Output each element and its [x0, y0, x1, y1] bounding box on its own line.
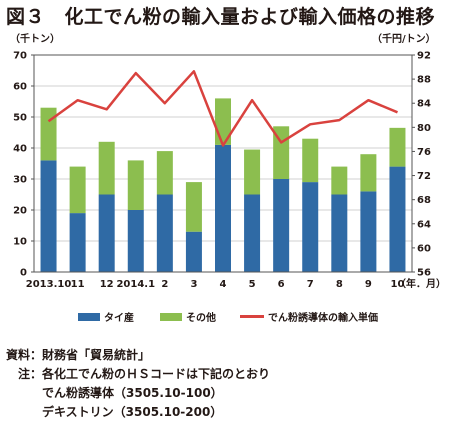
x-axis-tick-label: 9 — [365, 279, 372, 290]
source-note: 資料：財務省「貿易統計」 — [6, 348, 151, 362]
right-axis-tick-label: 84 — [417, 99, 431, 110]
right-axis-tick-label: 88 — [417, 75, 431, 86]
right-axis-tick-label: 92 — [417, 51, 431, 62]
bar-thailand — [273, 179, 290, 272]
bar-thailand — [98, 194, 115, 272]
x-axis-tick-label: 12 — [100, 279, 114, 290]
bar-thailand — [331, 194, 348, 272]
x-axis-unit: （年．月） — [396, 277, 446, 290]
notes: 資料：財務省「貿易統計」 注：各化工でん粉のＨＳコードは下記のとおり でん粉誘導… — [6, 346, 270, 422]
left-axis-tick-label: 60 — [13, 82, 27, 93]
legend-item-other: その他 — [160, 309, 216, 324]
bar-other — [331, 166, 348, 195]
legend-line-unit-price — [240, 315, 264, 318]
legend-label-thailand: タイ産 — [104, 313, 134, 324]
bar-other — [69, 166, 86, 214]
left-axis-tick-label: 70 — [13, 51, 27, 62]
x-axis-tick-label: 6 — [278, 279, 285, 290]
bar-thailand — [69, 213, 86, 272]
bar-thailand — [127, 210, 144, 272]
x-axis-tick-label: 3 — [190, 279, 197, 290]
legend-swatch-other — [160, 312, 182, 321]
right-axis-tick-label: 76 — [417, 147, 431, 158]
x-axis-tick-label: 2013.10 — [26, 279, 72, 290]
right-axis-tick-label: 72 — [417, 171, 431, 182]
right-axis-unit: （千円/トン） — [372, 34, 436, 45]
hs-code-starch-derivative: でん粉誘導体（3505.10-100） — [42, 386, 223, 400]
bar-thailand — [360, 191, 377, 272]
bar-other — [244, 149, 261, 195]
left-axis-unit: （千トン） — [10, 34, 60, 45]
bar-other — [127, 160, 144, 210]
x-axis-tick-label: 8 — [336, 279, 343, 290]
x-axis-tick-label: 2014.1 — [116, 279, 155, 290]
right-axis-tick-label: 68 — [417, 195, 431, 206]
legend-label-other: その他 — [186, 313, 216, 324]
hs-code-dextrin: デキストリン（3505.10-200） — [42, 405, 223, 419]
legend-item-thailand: タイ産 — [78, 309, 134, 324]
right-axis-tick-label: 60 — [417, 243, 431, 254]
x-axis-tick-label: 11 — [71, 279, 85, 290]
bar-other — [156, 151, 173, 195]
bar-other — [389, 127, 406, 167]
right-axis-tick-label: 56 — [417, 268, 431, 279]
legend-swatch-thailand — [78, 312, 100, 321]
x-axis-tick-label: 2 — [161, 279, 168, 290]
bar-other — [360, 154, 377, 192]
bar-other — [40, 107, 57, 161]
bar-other — [302, 138, 319, 183]
left-axis-tick-label: 0 — [20, 268, 27, 279]
left-axis-tick-label: 40 — [13, 144, 27, 155]
bar-other — [98, 141, 115, 195]
chart-area: 010203040506070566064687276808488922013.… — [13, 51, 446, 291]
legend-label-unit-price: でん粉誘導体の輸入単価 — [268, 313, 378, 324]
right-axis-tick-label: 80 — [417, 123, 431, 134]
left-axis-tick-label: 30 — [13, 175, 27, 186]
x-axis-tick-label: 7 — [307, 279, 314, 290]
plot-frame — [33, 54, 413, 273]
line-unit-price — [47, 70, 398, 147]
left-axis-tick-label: 10 — [13, 237, 27, 248]
legend-item-unit-price: でん粉誘導体の輸入単価 — [240, 309, 378, 324]
right-axis-tick-label: 64 — [417, 219, 431, 230]
x-axis-tick-label: 5 — [249, 279, 256, 290]
bar-thailand — [244, 194, 261, 272]
left-axis-tick-label: 50 — [13, 113, 27, 124]
bar-thailand — [215, 144, 231, 272]
bar-thailand — [389, 166, 406, 272]
bar-thailand — [40, 160, 57, 272]
bar-thailand — [302, 182, 319, 272]
bar-other — [185, 182, 202, 232]
bar-thailand — [185, 231, 202, 272]
x-axis-tick-label: 10 — [391, 279, 405, 290]
chart-title: 図３ 化工でん粉の輸入量および輸入価格の推移 — [6, 6, 436, 28]
left-axis-tick-label: 20 — [13, 206, 27, 217]
bar-thailand — [156, 194, 173, 272]
x-axis-tick-label: 4 — [220, 279, 227, 290]
hs-code-note: 注：各化工でん粉のＨＳコードは下記のとおり — [18, 367, 271, 381]
